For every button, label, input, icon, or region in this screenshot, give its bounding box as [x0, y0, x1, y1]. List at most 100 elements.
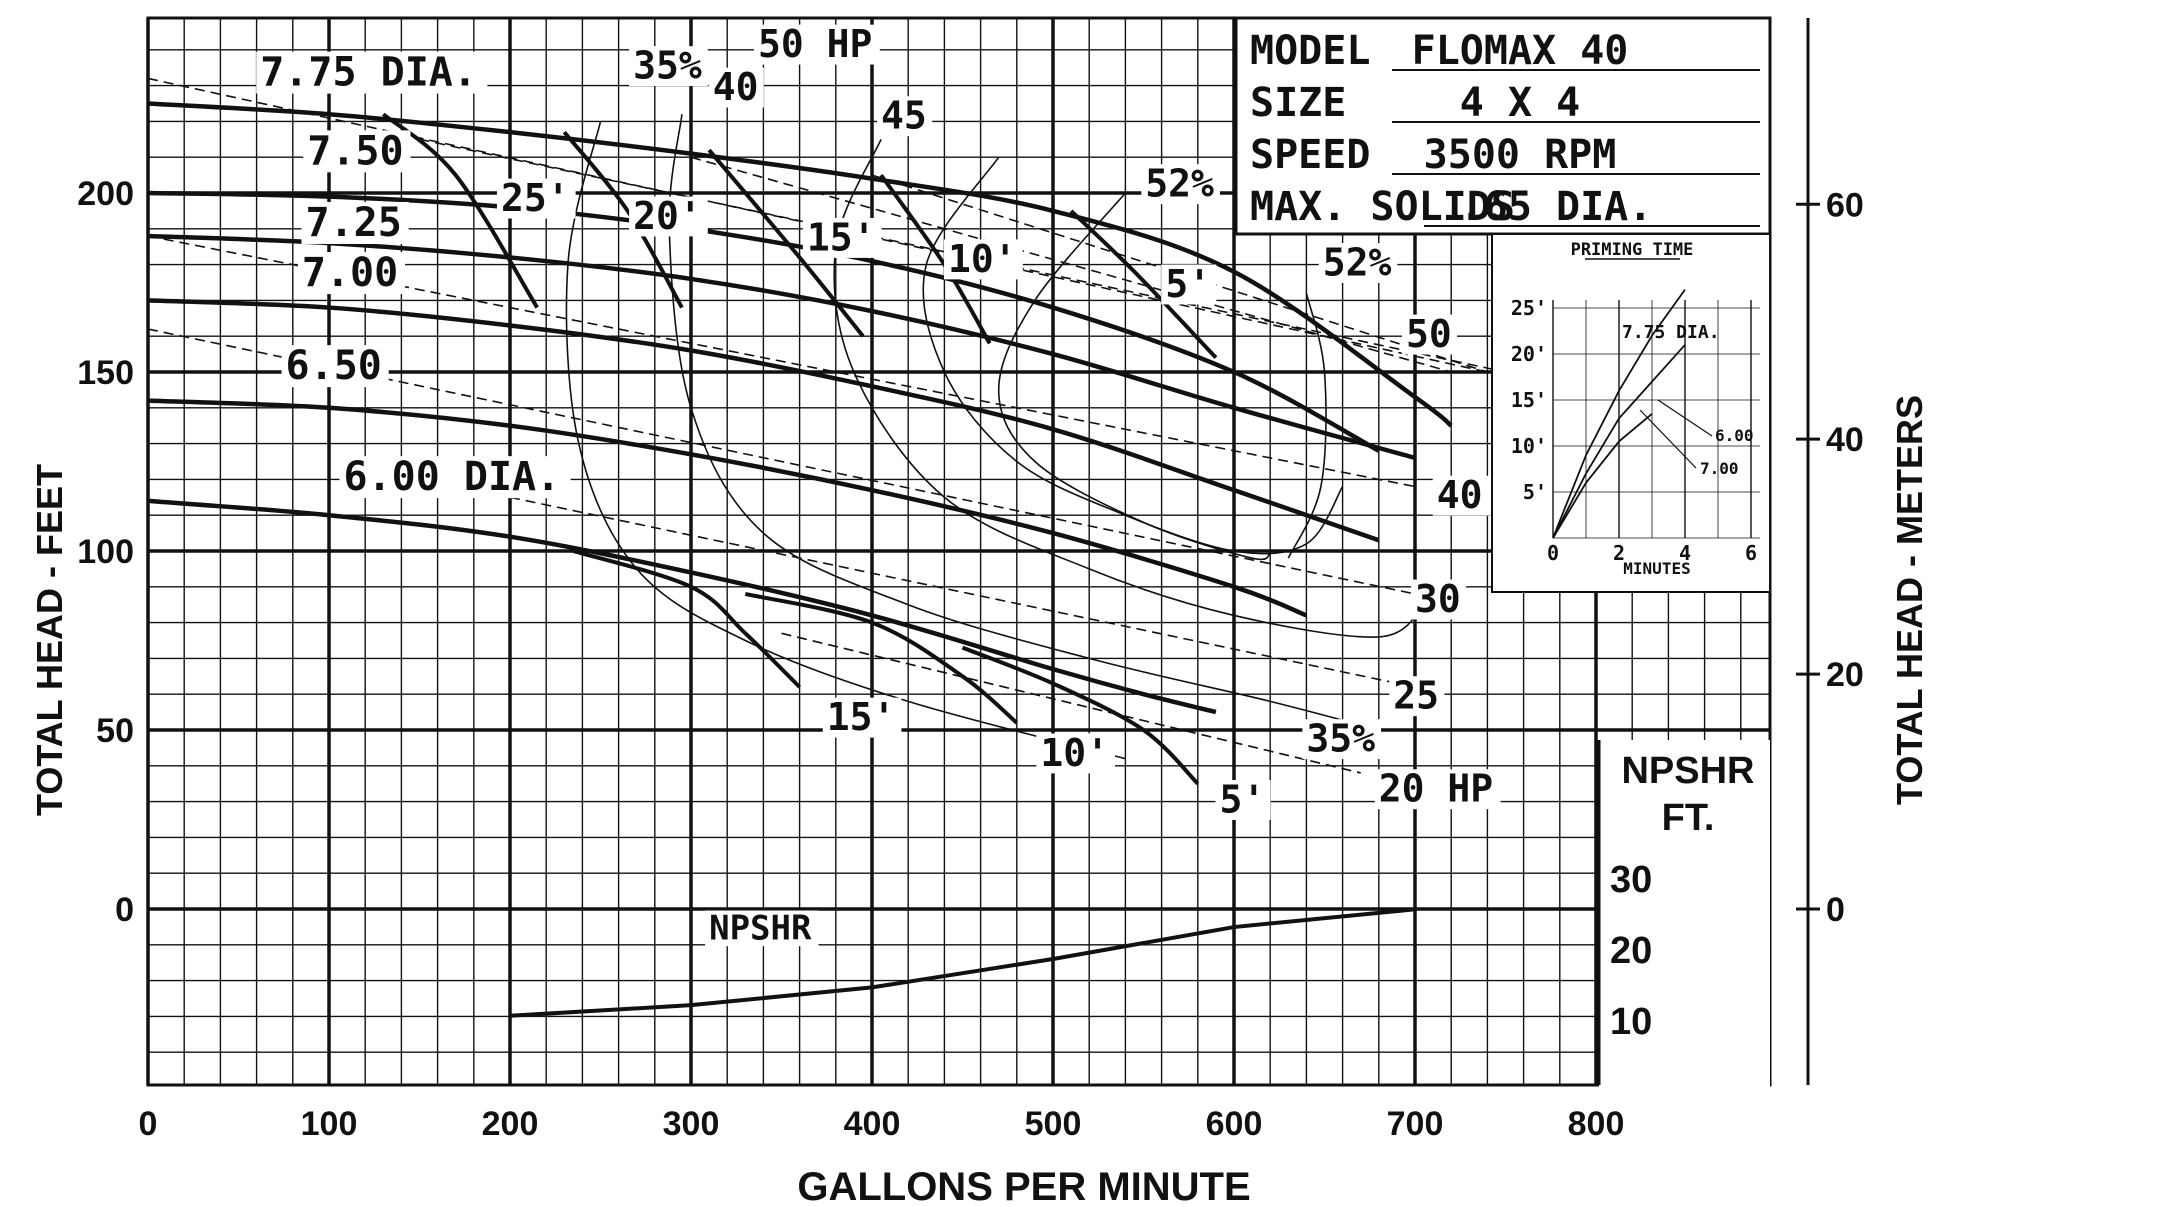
diameter-label-bg — [281, 345, 389, 388]
y-tick-label: 50 — [96, 712, 134, 750]
efficiency-curve — [833, 138, 1425, 638]
npshr-line-label-bg — [802, 217, 882, 258]
inset-x-tick: 2 — [1613, 541, 1625, 565]
y2-tick-label: 60 — [1826, 186, 1864, 224]
npshr-line-label: 5' — [1220, 777, 1266, 821]
npshr-line-label: 25' — [501, 176, 570, 220]
x-tick-label: 400 — [844, 1105, 901, 1143]
npshr-scale-tick: 30 — [1610, 859, 1652, 901]
axes: 0 100 200 300 400 500 600 700 800050100150200020… — [77, 16, 1864, 1143]
hp-label: 50 HP — [758, 22, 872, 66]
diameter-label: 7.25 — [305, 200, 401, 246]
diameter-label: 6.00 DIA. — [343, 454, 560, 500]
npshr-curve-label: NPSHR — [709, 908, 812, 948]
info-label: MAX. SOLIDS — [1250, 184, 1515, 230]
hp-line — [509, 496, 1416, 688]
efficiency-label: 52% — [1145, 162, 1214, 206]
npshr-curve — [509, 907, 1416, 1018]
npshr-line-label-bg — [496, 178, 576, 219]
npshr-line-label: 10' — [1040, 731, 1109, 775]
npshr-line-label: 5' — [1165, 262, 1211, 306]
npshr-line-label: 15' — [807, 215, 876, 259]
y-tick-label: 200 — [77, 175, 134, 213]
impeller-diameter-curves — [147, 101, 1453, 1018]
efficiency-label-bg — [1141, 164, 1220, 205]
x-tick-label: 0 — [139, 1105, 158, 1143]
diameter-label: 7.00 — [302, 250, 398, 296]
x-tick-label: 200 — [482, 1105, 539, 1143]
priming-series-label: 6.00 — [1715, 426, 1754, 445]
info-label: MODEL — [1250, 28, 1370, 74]
inset-y-tick: 15' — [1511, 388, 1547, 412]
y-axis-title: TOTAL HEAD - FEET — [29, 464, 70, 816]
info-value: .65 DIA. — [1460, 184, 1653, 230]
diameter-label-bg — [297, 252, 406, 295]
inset-y-tick: 20' — [1511, 342, 1547, 366]
info-value: 4 X 4 — [1460, 80, 1580, 126]
diameter-curve — [147, 190, 1380, 453]
diameter-label-bg — [303, 130, 411, 173]
npshr-line — [961, 645, 1200, 786]
inset-x-tick: 0 — [1547, 541, 1559, 565]
diameter-label: 6.50 — [286, 343, 382, 389]
x-tick-label: 500 — [1025, 1105, 1082, 1143]
hp-line — [781, 632, 1361, 774]
npshr-line — [744, 592, 1019, 725]
inset-x-tick: 6 — [1745, 541, 1757, 565]
diameter-label-bg — [301, 201, 409, 244]
efficiency-label: 35% — [633, 43, 702, 87]
hp-label: 30 — [1415, 577, 1461, 621]
diameter-label-bg — [256, 51, 488, 94]
hp-label-bg — [877, 96, 933, 137]
diameter-curve — [147, 233, 1416, 461]
npshr-line — [562, 130, 684, 309]
npshr-line — [382, 112, 539, 309]
info-label: SPEED — [1250, 132, 1370, 178]
x-tick-label: 800 — [1568, 1105, 1625, 1143]
npshr-line-label-bg — [822, 697, 902, 738]
y-tick-label: 0 — [115, 891, 134, 929]
npshr-line-label: 15' — [827, 695, 896, 739]
npshr-line-label: 20' — [633, 194, 702, 238]
x-axis-title: GALLONS PER MINUTE — [797, 1165, 1250, 1207]
y2-axis-title: TOTAL HEAD - METERS — [1889, 395, 1930, 805]
info-label: SIZE — [1250, 80, 1346, 126]
y2-tick-label: 0 — [1826, 891, 1845, 929]
hp-label-bg — [1389, 676, 1445, 717]
diameter-curve — [147, 398, 1308, 618]
x-tick-label: 700 — [1387, 1105, 1444, 1143]
priming-curve — [1552, 413, 1653, 539]
inset-y-tick: 10' — [1511, 434, 1547, 458]
efficiency-curve — [997, 192, 1271, 561]
npshr-scale-title: NPSHR — [1621, 750, 1754, 792]
diameter-label: 7.50 — [307, 128, 403, 174]
hp-line — [147, 77, 1488, 373]
npshr-curve-label-bg — [705, 910, 819, 947]
npshr-line-label-bg — [1036, 733, 1116, 774]
hp-label-bg — [753, 24, 880, 65]
priming-time-inset: PRIMING TIME 0 2 4 6 5' 10' 15' 20' 25' MINUTES 7.7… — [1491, 233, 1771, 593]
npshr-line-label-bg — [944, 239, 1023, 280]
npshr-line-label-bg — [629, 196, 708, 237]
priming-leader — [1657, 399, 1713, 437]
info-box: MODEL FLOMAX 40 SIZE 4 X 4 SPEED 3500 RPM MAX.… — [1234, 16, 1772, 236]
hp-label: 40 — [713, 65, 759, 109]
y-tick-label: 150 — [77, 354, 134, 392]
npshr-scale-box: NPSHR FT.30 20 10 — [1597, 740, 1770, 1090]
efficiency-curve — [668, 114, 1380, 731]
efficiency-label: 52% — [1323, 240, 1392, 284]
info-value: 3500 RPM — [1424, 132, 1617, 178]
inset-x-title: MINUTES — [1623, 559, 1690, 578]
hp-label: 20 HP — [1379, 767, 1493, 811]
hp-label: 45 — [881, 94, 927, 138]
diameter-curve — [147, 498, 1217, 715]
diameter-label-bg — [339, 456, 571, 499]
diameter-curve — [147, 298, 1380, 543]
y2-tick-label: 40 — [1826, 421, 1864, 459]
efficiency-curve — [922, 156, 1344, 555]
hp-line — [690, 156, 1452, 373]
hp-label: 25 — [1393, 674, 1439, 718]
npshr-line-label-bg — [1161, 264, 1217, 305]
efficiency-label-bg — [1302, 719, 1382, 760]
hp-label: 50 — [1406, 312, 1452, 356]
